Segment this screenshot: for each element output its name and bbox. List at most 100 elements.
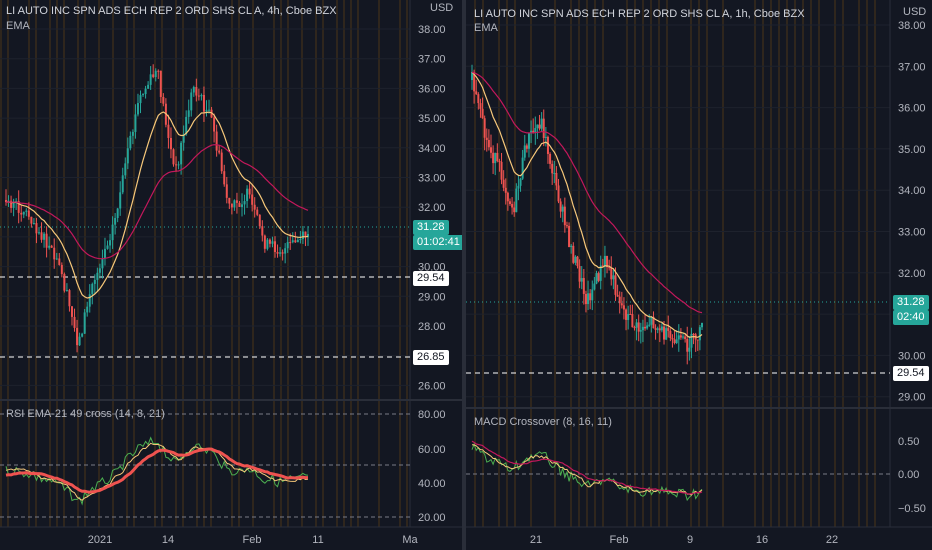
oscillator-line-3 — [5, 447, 308, 494]
candle-body — [553, 172, 556, 174]
candle-body — [180, 142, 183, 165]
price-tick-label: 29.00 — [418, 291, 446, 303]
osc-tick-label: 60.00 — [418, 444, 446, 456]
candle-body — [646, 325, 649, 329]
candle-body — [603, 255, 606, 266]
candle-body — [620, 303, 623, 306]
session-band — [498, 0, 500, 527]
candle-body — [35, 223, 38, 234]
candle-body — [32, 223, 35, 225]
session-band — [778, 0, 780, 527]
candle-body — [208, 109, 211, 111]
candle-body — [274, 241, 277, 253]
candle-body — [65, 290, 68, 292]
candle-body — [200, 95, 203, 97]
candle-body — [688, 347, 691, 352]
candle-body — [210, 109, 213, 118]
candle-body — [60, 264, 63, 275]
candle-body — [284, 248, 287, 254]
time-tick-label: 21 — [530, 534, 542, 546]
candle-body — [101, 258, 104, 269]
candle-body — [601, 265, 604, 267]
candle-body — [654, 328, 657, 330]
panel-divider[interactable] — [462, 0, 466, 550]
candle-body — [149, 74, 152, 85]
candle-body — [91, 283, 94, 295]
candle-body — [587, 293, 590, 305]
candle-body — [263, 235, 266, 249]
session-band — [28, 0, 30, 527]
candle-body — [608, 267, 611, 269]
session-band — [77, 0, 79, 527]
candle-body — [230, 203, 233, 208]
session-band — [634, 0, 636, 527]
candle-body — [557, 185, 560, 202]
candle-body — [177, 164, 180, 166]
time-tick-label: Feb — [610, 534, 629, 546]
candle-body — [475, 91, 478, 95]
candle-body — [20, 212, 23, 215]
candle-body — [540, 118, 543, 129]
candle-body — [10, 200, 13, 208]
candle-body — [215, 131, 218, 151]
session-band — [594, 0, 596, 527]
candle-body — [667, 328, 670, 331]
candle-body — [299, 239, 302, 241]
candle-body — [154, 70, 157, 78]
candle-body — [73, 316, 76, 328]
candle-body — [517, 185, 520, 189]
left-chart-title: LI AUTO INC SPN ADS ECH REP 2 ORD SHS CL… — [6, 5, 337, 17]
left-level-high-label: 29.54 — [413, 271, 449, 286]
candle-body — [266, 239, 269, 249]
candle-body — [294, 240, 297, 243]
session-band — [56, 0, 58, 527]
candle-body — [530, 130, 533, 133]
candle-body — [291, 240, 294, 243]
session-band — [570, 0, 572, 527]
time-tick-label: Ma — [402, 534, 418, 546]
candle-body — [701, 322, 703, 328]
ema-fast-line — [471, 71, 703, 338]
left-oscillator-title: RSI EMA-21 49 cross (14, 8, 21) — [6, 408, 165, 420]
candle-body — [584, 293, 587, 305]
right-chart-canvas[interactable]: 38.0037.0036.0035.0034.0033.0032.0031.00… — [466, 0, 932, 550]
candle-body — [251, 194, 254, 205]
price-tick-label: 36.00 — [898, 103, 926, 115]
candle-body — [53, 247, 56, 260]
candle-body — [205, 109, 208, 112]
candle-body — [677, 335, 680, 340]
session-band — [175, 0, 177, 527]
candle-body — [633, 327, 636, 329]
candle-body — [698, 327, 701, 341]
right-chart-panel[interactable]: 38.0037.0036.0035.0034.0033.0032.0031.00… — [466, 0, 932, 550]
price-tick-label: 34.00 — [418, 143, 446, 155]
candle-body — [256, 209, 259, 215]
ema-slow-line — [5, 144, 309, 260]
candle-body — [582, 278, 585, 294]
session-band — [754, 0, 756, 527]
candle-body — [532, 130, 535, 133]
time-tick-label: 9 — [687, 534, 693, 546]
candle-body — [669, 330, 672, 339]
candle-body — [589, 293, 592, 301]
left-chart-panel[interactable]: 38.0037.0036.0035.0034.0033.0032.0031.00… — [0, 0, 464, 550]
candle-body — [175, 164, 178, 166]
left-chart-canvas[interactable]: 38.0037.0036.0035.0034.0033.0032.0031.00… — [0, 0, 462, 550]
session-band — [650, 0, 652, 527]
session-band — [252, 0, 254, 527]
candle-body — [629, 313, 632, 315]
candle-body — [93, 279, 96, 284]
candle-body — [289, 242, 292, 244]
candle-body — [167, 124, 170, 138]
candle-body — [618, 296, 621, 304]
oscillator-line-1 — [471, 442, 703, 502]
candle-body — [261, 226, 264, 236]
candle-body — [30, 216, 33, 224]
candle-body — [241, 204, 244, 207]
candle-body — [492, 152, 495, 164]
candle-body — [279, 252, 282, 254]
candle-body — [106, 245, 109, 249]
candle-body — [563, 206, 566, 226]
candle-body — [595, 273, 598, 284]
session-band — [203, 0, 205, 527]
